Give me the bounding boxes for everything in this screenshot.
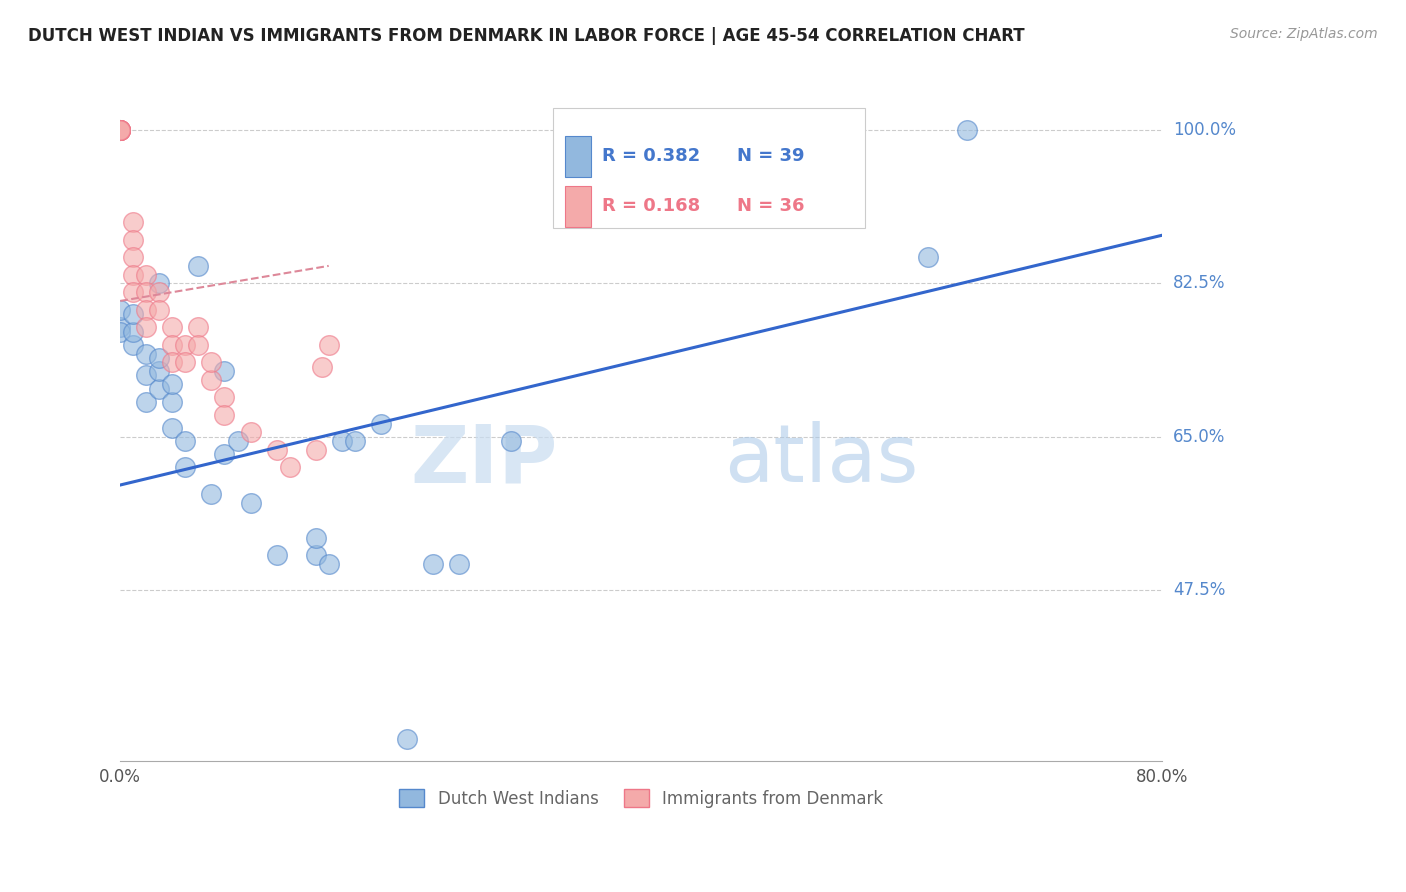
Point xyxy=(174,434,197,449)
Point xyxy=(311,359,333,374)
Text: R = 0.382: R = 0.382 xyxy=(602,147,700,165)
Point xyxy=(174,355,197,369)
Text: ZIP: ZIP xyxy=(411,421,558,500)
Point xyxy=(110,123,132,137)
Text: R = 0.168: R = 0.168 xyxy=(602,197,700,215)
Point xyxy=(266,442,288,457)
Point xyxy=(305,442,328,457)
Point xyxy=(110,123,132,137)
Legend: Dutch West Indians, Immigrants from Denmark: Dutch West Indians, Immigrants from Denm… xyxy=(392,783,890,814)
Point xyxy=(956,123,979,137)
Point xyxy=(187,338,209,352)
Point xyxy=(162,421,184,435)
Point xyxy=(122,215,145,229)
FancyBboxPatch shape xyxy=(565,186,592,227)
Point xyxy=(122,325,145,339)
Point xyxy=(148,351,170,365)
Point xyxy=(135,302,157,317)
Point xyxy=(122,338,145,352)
Point xyxy=(318,338,340,352)
Point xyxy=(110,123,132,137)
Point xyxy=(162,394,184,409)
Point xyxy=(278,460,301,475)
Point xyxy=(305,531,328,545)
Point xyxy=(110,123,132,137)
Point xyxy=(110,123,132,137)
Text: atlas: atlas xyxy=(724,421,920,500)
Point xyxy=(187,320,209,334)
Text: Source: ZipAtlas.com: Source: ZipAtlas.com xyxy=(1230,27,1378,41)
Point xyxy=(239,425,262,440)
Point xyxy=(148,364,170,378)
Text: 65.0%: 65.0% xyxy=(1174,428,1226,446)
Point xyxy=(110,123,132,137)
Point xyxy=(266,548,288,562)
Point xyxy=(122,250,145,264)
Point xyxy=(200,373,222,387)
Point xyxy=(148,302,170,317)
Point xyxy=(110,302,132,317)
Text: 82.5%: 82.5% xyxy=(1174,275,1226,293)
Point xyxy=(135,285,157,300)
Point xyxy=(135,268,157,282)
Point xyxy=(200,487,222,501)
Point xyxy=(214,447,236,461)
Point xyxy=(200,355,222,369)
Point xyxy=(422,557,444,571)
Text: 100.0%: 100.0% xyxy=(1174,121,1236,139)
Point xyxy=(318,557,340,571)
Point xyxy=(122,307,145,321)
Point xyxy=(330,434,353,449)
Point xyxy=(122,268,145,282)
FancyBboxPatch shape xyxy=(565,136,592,177)
Point xyxy=(214,408,236,422)
Point xyxy=(214,390,236,404)
Point xyxy=(395,732,418,747)
Point xyxy=(110,123,132,137)
Point xyxy=(447,557,470,571)
Point xyxy=(148,285,170,300)
Point xyxy=(226,434,249,449)
Point xyxy=(122,285,145,300)
Point xyxy=(239,495,262,509)
Point xyxy=(110,123,132,137)
Point xyxy=(135,368,157,383)
Point xyxy=(305,548,328,562)
Point xyxy=(110,320,132,334)
Point xyxy=(499,434,522,449)
Point xyxy=(162,355,184,369)
Point xyxy=(148,382,170,396)
Point xyxy=(162,377,184,392)
Point xyxy=(187,259,209,273)
Point xyxy=(174,338,197,352)
Point xyxy=(122,233,145,247)
FancyBboxPatch shape xyxy=(553,108,865,227)
Text: N = 39: N = 39 xyxy=(737,147,804,165)
Point xyxy=(135,320,157,334)
Point xyxy=(110,325,132,339)
Point xyxy=(162,320,184,334)
Text: N = 36: N = 36 xyxy=(737,197,804,215)
Point xyxy=(174,460,197,475)
Text: 47.5%: 47.5% xyxy=(1174,582,1226,599)
Point xyxy=(135,394,157,409)
Text: DUTCH WEST INDIAN VS IMMIGRANTS FROM DENMARK IN LABOR FORCE | AGE 45-54 CORRELAT: DUTCH WEST INDIAN VS IMMIGRANTS FROM DEN… xyxy=(28,27,1025,45)
Point xyxy=(135,346,157,360)
Point xyxy=(370,417,392,431)
Point xyxy=(162,338,184,352)
Point xyxy=(917,250,939,264)
Point xyxy=(148,277,170,291)
Point xyxy=(343,434,366,449)
Point xyxy=(214,364,236,378)
